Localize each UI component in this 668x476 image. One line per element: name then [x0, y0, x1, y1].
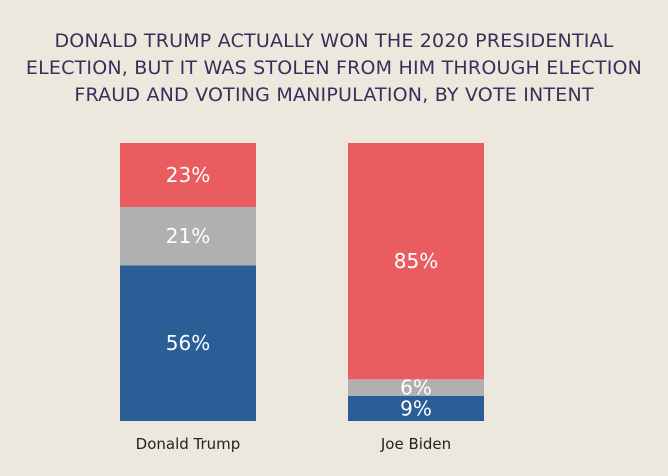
category-label-1: Joe Biden — [380, 435, 451, 453]
data-label-0-0: 56% — [166, 331, 210, 355]
bar-segment-1-2 — [348, 143, 484, 380]
chart-title-line-3: FRAUD AND VOTING MANIPULATION, BY VOTE I… — [74, 84, 594, 106]
data-label-1-0: 9% — [400, 396, 432, 420]
category-label-0: Donald Trump — [136, 435, 241, 453]
bar-segment-0-0 — [120, 265, 256, 421]
data-label-1-2: 85% — [394, 249, 438, 273]
bar-segment-1-1 — [348, 379, 484, 396]
chart-title: DONALD TRUMP ACTUALLY WON THE 2020 PRESI… — [0, 28, 668, 109]
data-label-0-2: 23% — [166, 163, 210, 187]
bar-segment-1-0 — [348, 395, 484, 421]
data-label-0-1: 21% — [166, 224, 210, 248]
chart-title-line-2: ELECTION, BUT IT WAS STOLEN FROM HIM THR… — [25, 57, 643, 79]
bar-segment-0-2 — [120, 143, 256, 207]
bar-segment-0-1 — [120, 206, 256, 266]
chart-title-line-1: DONALD TRUMP ACTUALLY WON THE 2020 PRESI… — [54, 30, 614, 52]
data-label-1-1: 6% — [400, 376, 432, 400]
